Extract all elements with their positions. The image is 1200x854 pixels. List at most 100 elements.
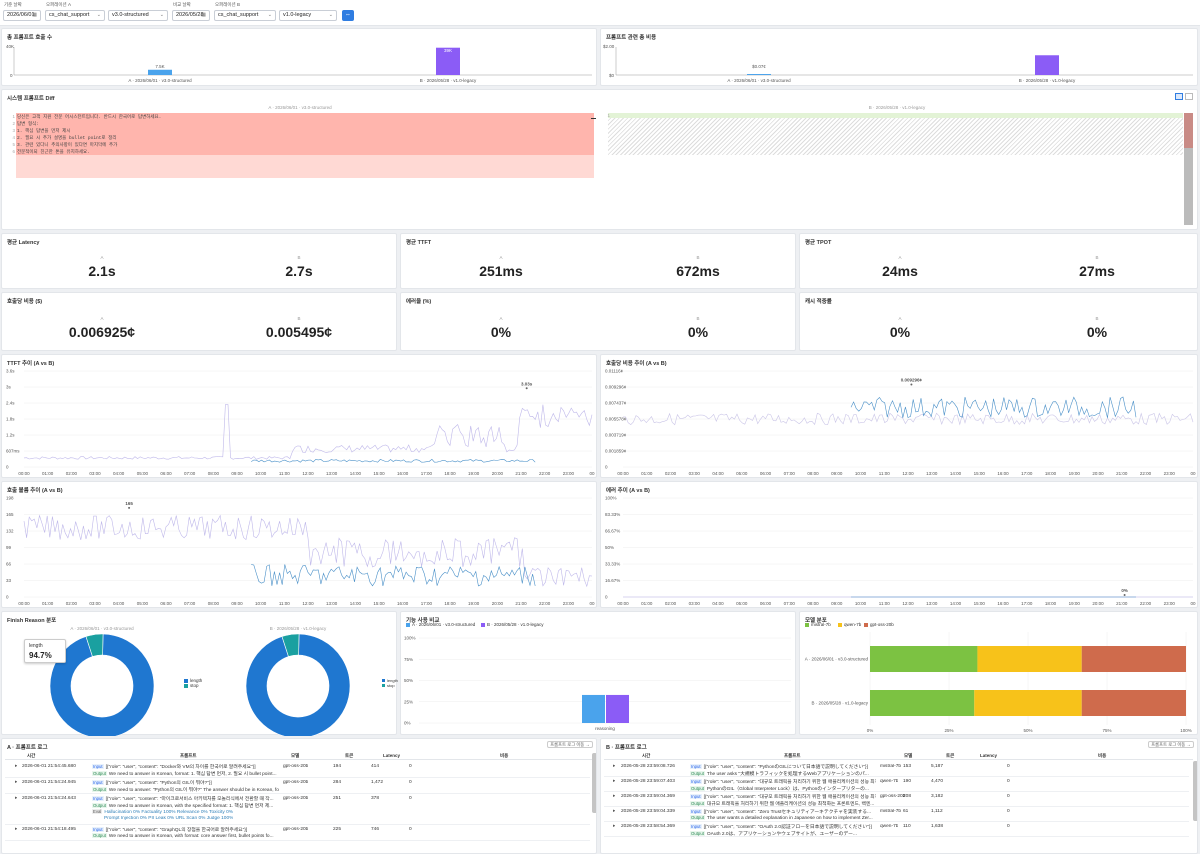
expand-icon[interactable]: ▸ — [613, 809, 616, 814]
x-tick-label: 16:00 — [997, 601, 1009, 606]
x-tick-label: 18:00 — [1045, 471, 1057, 476]
row-cost: 0 — [409, 780, 412, 785]
row-time: 2026-06-01 21:54:24.643 — [22, 796, 76, 801]
row-input: Input [{"role": "user", "content": "마이크로서… — [92, 795, 279, 802]
row-output: Output We need to answer: "Python의 GIL이 뭐… — [92, 786, 279, 793]
x-tick-label: 16:00 — [997, 471, 1009, 476]
row-time: 2026-05-28 23:59:07.403 — [621, 779, 675, 784]
diff-line: 전문적이되 친근한 톤을 유지하세요. — [17, 150, 90, 155]
input-tag: Input — [92, 796, 104, 801]
x-tick-label: 14:00 — [350, 471, 362, 476]
operation-b-select[interactable]: cs_chat_support ⌄ — [214, 10, 276, 21]
expand-icon[interactable]: ▸ — [613, 794, 616, 799]
unified-view-icon[interactable] — [1185, 93, 1193, 100]
legend-swatch — [382, 679, 385, 683]
expand-icon[interactable]: ▸ — [613, 824, 616, 829]
cost-bar-a — [747, 74, 771, 75]
row-latency: 1,638 — [931, 824, 944, 829]
log-a-open-button[interactable]: 프롬프트 로그 이동 → — [547, 741, 593, 748]
diff-scrollbar[interactable] — [1184, 113, 1193, 225]
cost-ymax: $2.00 — [603, 44, 615, 49]
expand-icon[interactable]: ▸ — [15, 827, 18, 832]
version-b-select[interactable]: v1.0-legacy ⌄ — [279, 10, 337, 21]
metric-value-b: 2.7s — [285, 263, 313, 279]
x-tick-label: 13:00 — [326, 601, 338, 606]
legend-stop: stop — [184, 683, 199, 688]
stack-segment-qwen-7b — [974, 690, 1082, 716]
x-tick-label: 19:00 — [468, 601, 480, 606]
x-tick-label: 00:00 — [18, 601, 30, 606]
y-tick-label: 0.001859¢ — [605, 449, 627, 454]
operation-a-select[interactable]: cs_chat_support ⌄ — [45, 10, 105, 21]
row-output: Output We need to answer in Korean, forma… — [92, 770, 279, 777]
table-row[interactable]: ▸ 2026-06-01 21:54:18.495 Input [{"role":… — [5, 825, 590, 841]
cost-label-b: $1.41 — [1041, 49, 1053, 54]
compare-date-field[interactable]: 2026/05/28 ▦ — [172, 10, 210, 21]
legend-label: B · 2026/05/28 · v1.0-legacy — [487, 622, 544, 627]
diff-view-toggle[interactable] — [1175, 93, 1194, 100]
col-prompt: 프롬프트 — [784, 753, 801, 758]
row-tokens: 61 — [903, 809, 909, 814]
x-tick-label: 22:00 — [539, 471, 551, 476]
cost-cat-b: B · 2026/05/28 · v1.0-legacy — [1019, 78, 1076, 83]
log-a-scrollbar[interactable] — [592, 753, 596, 813]
row-latency: 4,470 — [931, 779, 944, 784]
calendar-icon: ▦ — [32, 12, 37, 18]
calls-label-a: 7.5K — [155, 64, 164, 69]
log-b-scrollbar[interactable] — [1193, 761, 1197, 821]
x-tick-label: 06:00 — [160, 471, 172, 476]
log-b-open-button[interactable]: 프롬프트 로그 이동 → — [1148, 741, 1194, 748]
ttft-trend-panel: TTFT 추이 (A vs B) 3.6s 3s 2.4s 1.8s 1.2s 607ms… — [1, 354, 597, 478]
x-tick-label: 16:00 — [397, 471, 409, 476]
y-tick-label: 50% — [605, 545, 614, 550]
table-row[interactable]: ▸ 2026-05-28 23:59:08.726 Input [{"role":… — [604, 762, 1189, 777]
row-time: 2026-05-28 23:59:08.726 — [621, 764, 675, 769]
output-tag: Output — [92, 833, 107, 838]
table-row[interactable]: ▸ 2026-06-01 21:54:24.945 Input [{"role":… — [5, 778, 590, 794]
peak-marker — [128, 506, 131, 509]
metric-title: 평균 TTFT — [406, 240, 432, 246]
y-tick-label: 50% — [404, 678, 413, 683]
y-tick-label: 0 — [605, 465, 608, 470]
row-cost: 0 — [1007, 824, 1010, 829]
expand-icon[interactable]: ▸ — [15, 764, 18, 769]
chevron-down-icon: ⌄ — [96, 12, 101, 18]
output-tag: Output — [690, 831, 705, 836]
row-input: Input [{"role": "user", "content": "대규모 트… — [690, 778, 876, 785]
table-row[interactable]: ▸ 2026-06-01 21:54:24.643 Input [{"role":… — [5, 794, 590, 825]
expand-icon[interactable]: ▸ — [613, 764, 616, 769]
log-b-title: B · 프롬프트 로그 — [606, 745, 647, 751]
x-tick-label: 02:00 — [665, 601, 677, 606]
row-tokens: 194 — [333, 764, 342, 769]
version-a-select[interactable]: v3.0-structured ⌄ — [108, 10, 168, 21]
x-tick-label: 15:00 — [974, 471, 986, 476]
expand-icon[interactable]: ▸ — [613, 779, 616, 784]
input-text: [{"role": "user", "content": "GraphQL의 장… — [105, 828, 248, 833]
col-time: 시간 — [642, 753, 651, 758]
operation-b-label: 오퍼레이션 B — [215, 2, 240, 7]
y-tick-label: 0.005578¢ — [605, 417, 627, 422]
swap-button[interactable]: ⇔ — [342, 10, 354, 21]
table-row[interactable]: ▸ 2026-05-28 23:59:07.403 Input [{"role":… — [604, 777, 1189, 792]
calls-label-b: 39K — [444, 48, 452, 53]
table-row[interactable]: ▸ 2026-06-01 21:54:45.680 Input [{"role":… — [5, 762, 590, 778]
error-trend-panel: 에러 추이 (A vs B) 100% 83.33% 66.67% 50% 33.33%… — [600, 481, 1198, 608]
expand-icon[interactable]: ▸ — [15, 780, 18, 785]
expand-icon[interactable]: ▸ — [15, 796, 18, 801]
table-row[interactable]: ▸ 2026-05-28 23:59:04.369 Input [{"role":… — [604, 792, 1189, 807]
metric-value-a: 24ms — [882, 263, 918, 279]
x-tick-label: 100% — [1180, 728, 1192, 733]
x-tick-label: 21:00 — [515, 601, 527, 606]
x-tick-label: 01:00 — [42, 601, 54, 606]
col-prompt: 프롬프트 — [180, 753, 197, 758]
input-text: [{"role": "user", "content": "Zero Trust… — [703, 810, 872, 815]
row-cost: 0 — [1007, 809, 1010, 814]
x-tick-label: 00 — [1190, 471, 1196, 476]
feature-usage-panel: 기능 사용 비교 A · 2026/06/01 · v3.0-structure… — [400, 611, 796, 735]
table-row[interactable]: ▸ 2026-05-28 23:58:54.369 Input [{"role":… — [604, 822, 1189, 837]
base-date-field[interactable]: 2026/06/01 ▦ — [3, 10, 41, 21]
model-distribution-panel: 모델 분포 mistral-7b qwen-7b gpt-oss-20b 0% 2… — [799, 611, 1198, 735]
table-row[interactable]: ▸ 2026-05-28 23:59:04.339 Input [{"role":… — [604, 807, 1189, 822]
row-tokens: 284 — [333, 780, 342, 785]
split-view-icon[interactable] — [1175, 93, 1183, 100]
